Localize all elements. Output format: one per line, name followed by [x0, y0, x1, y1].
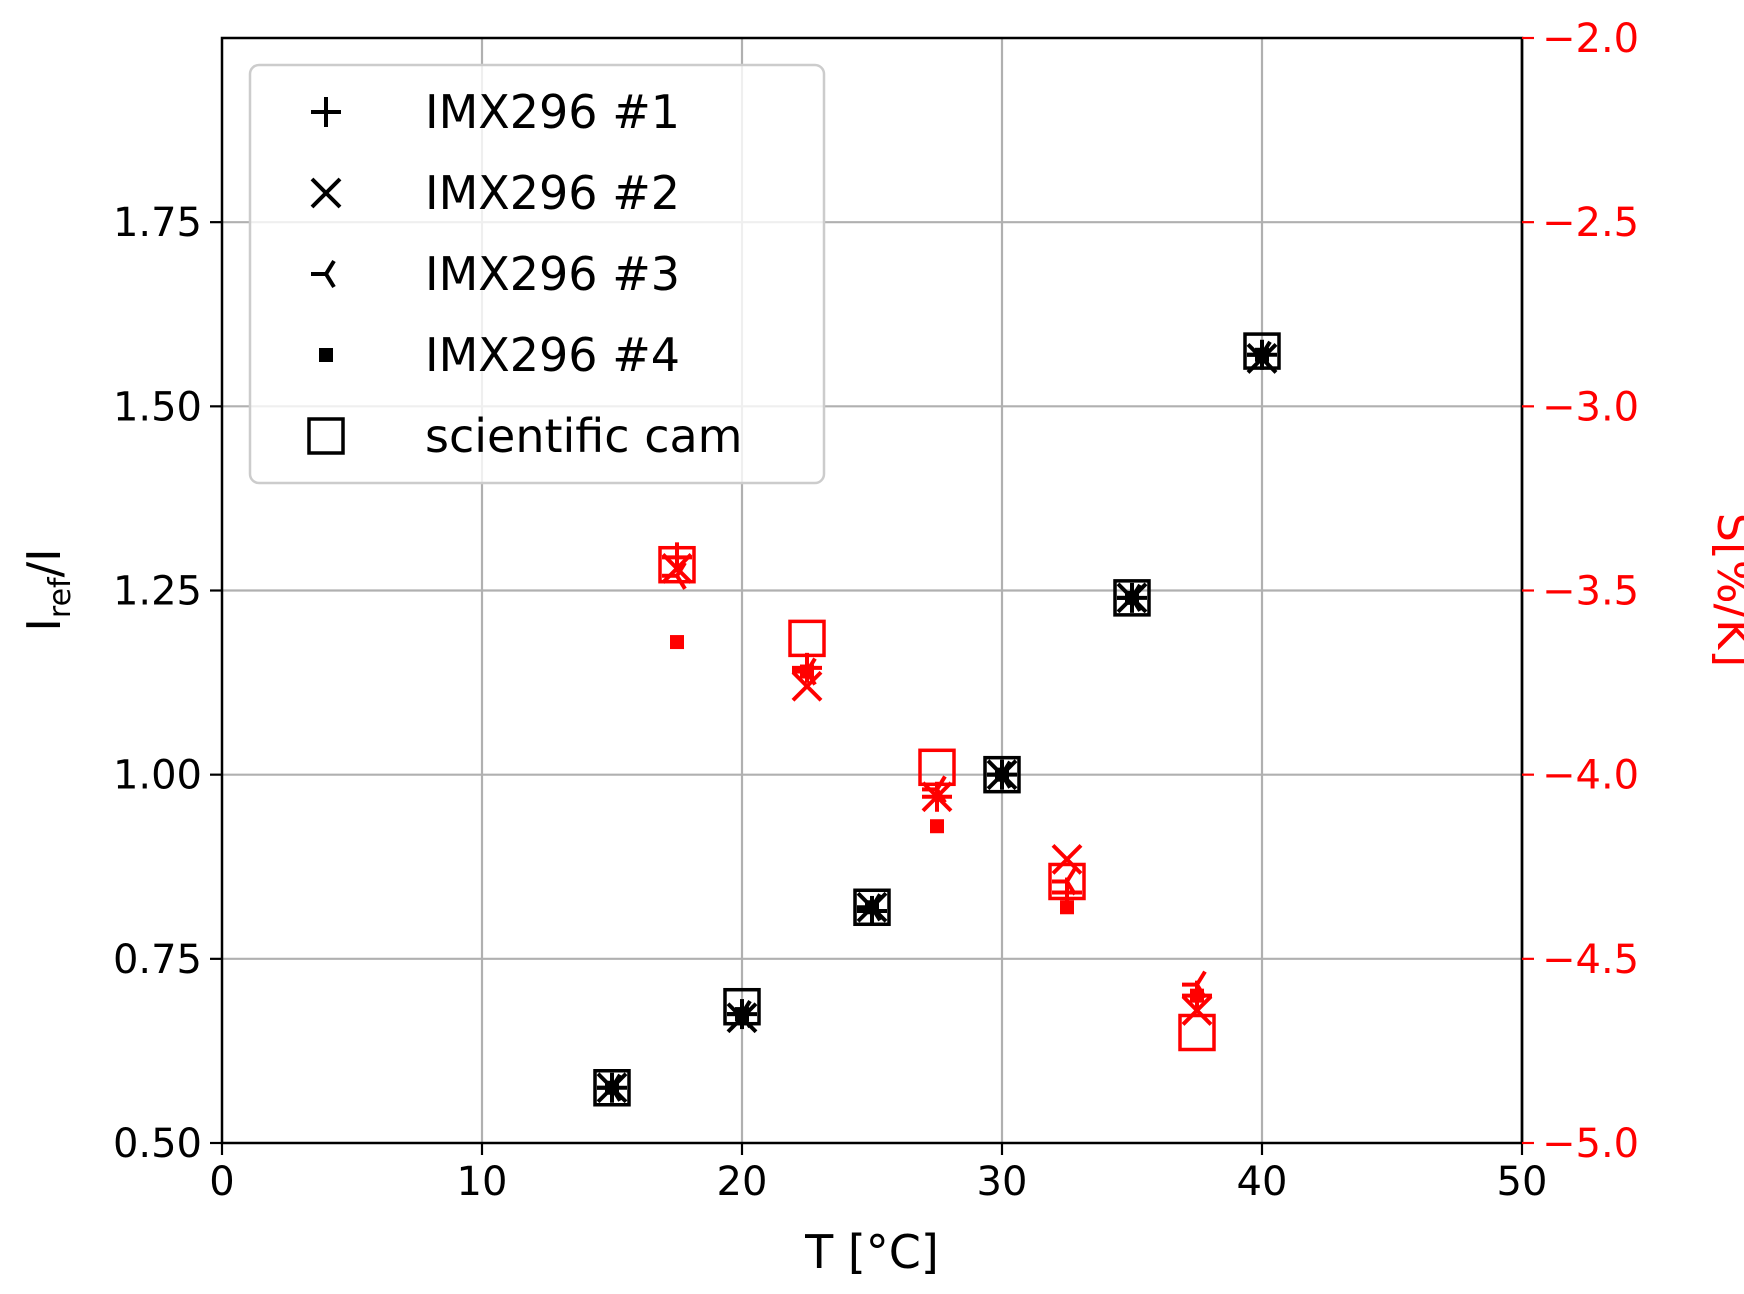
sensitivity-point-scientific-cam: [1178, 1013, 1216, 1052]
legend-label-scientific-cam: scientific cam: [425, 409, 743, 463]
x-tick-label: 50: [1497, 1159, 1548, 1205]
legend-marker-imx296-2: [310, 177, 342, 209]
sensitivity-point-imx296-4: [1060, 900, 1074, 915]
ratio-point-scientific-cam: [1113, 579, 1151, 617]
y-tick-label: 1.25: [113, 569, 202, 615]
legend-label-imx296-2: IMX296 #2: [425, 166, 680, 220]
y2-tick-label: −5.0: [1542, 1121, 1639, 1167]
legend-marker-imx296-1: [311, 97, 341, 127]
legend-marker-imx296-3: [311, 259, 336, 289]
y-axis-title-main: I: [17, 618, 71, 632]
ratio-point-scientific-cam: [983, 755, 1021, 794]
x-axis-title: T [°C]: [804, 1225, 939, 1279]
legend-label-imx296-1: IMX296 #1: [425, 85, 680, 139]
y2-tick-label: −2.0: [1542, 16, 1639, 62]
ratio-point-scientific-cam: [723, 987, 761, 1026]
ratio-point-imx296-4: [735, 1007, 749, 1022]
ratio-point-imx296-4: [865, 900, 879, 915]
ratio-point-scientific-cam: [593, 1069, 631, 1107]
sensitivity-point-imx296-2: [1051, 843, 1083, 875]
x-tick-label: 10: [457, 1159, 508, 1205]
y-tick-label: 1.75: [113, 200, 202, 246]
x-tick-label: 40: [1237, 1159, 1288, 1205]
legend-label-imx296-3: IMX296 #3: [425, 247, 680, 301]
y-tick-label: 0.50: [113, 1121, 202, 1167]
sensitivity-point-imx296-2: [791, 670, 823, 702]
x-tick-label: 0: [209, 1159, 234, 1205]
y-axis-title-tail: /I: [17, 548, 71, 577]
sensitivity-point-scientific-cam: [788, 619, 826, 658]
legend-marker-imx296-4: [319, 348, 333, 362]
y2-axis-title: S[%/K]: [1707, 513, 1744, 667]
y2-tick-label: −3.5: [1542, 569, 1639, 615]
y-axis-title-subscript: ref: [43, 576, 78, 618]
ticks: 0 10 20 30 40 50 0.50 0.75 1.00 1.25 1.50 1.75 −5.0 −…: [113, 16, 1639, 1205]
y-tick-label: 1.00: [113, 753, 202, 799]
x-tick-label: 20: [717, 1159, 768, 1205]
sensitivity-point-scientific-cam: [1048, 862, 1086, 901]
y-axis-title: Iref/I: [17, 548, 78, 631]
sensitivity-point-imx296-4: [930, 819, 944, 834]
sensitivity-point-imx296-3: [1052, 867, 1077, 896]
ratio-point-scientific-cam: [853, 888, 891, 927]
y2-tick-label: −4.0: [1542, 753, 1639, 799]
sensitivity-point-imx296-4: [1190, 988, 1204, 1003]
y2-tick-label: −4.5: [1542, 937, 1639, 983]
legend-marker-scientific-cam: [307, 417, 345, 455]
ratio-point-imx296-4: [995, 767, 1009, 782]
legend: IMX296 #1 IMX296 #2 IMX296 #3 IMX296 #4 scie…: [248, 63, 826, 485]
sensitivity-point-scientific-cam: [918, 748, 956, 787]
ratio-point-imx296-4: [1255, 347, 1269, 362]
y2-tick-label: −3.0: [1542, 384, 1639, 430]
data-points: [593, 332, 1281, 1107]
x-tick-label: 30: [977, 1159, 1028, 1205]
legend-label-imx296-4: IMX296 #4: [425, 328, 680, 382]
y2-tick-label: −2.5: [1542, 200, 1639, 246]
y-tick-label: 1.50: [113, 384, 202, 430]
y-tick-label: 0.75: [113, 937, 202, 983]
ratio-point-imx296-4: [1125, 590, 1139, 605]
sensitivity-point-imx296-4: [670, 635, 684, 650]
sensitivity-point-imx296-4: [800, 664, 814, 679]
ratio-point-scientific-cam: [1243, 332, 1281, 370]
sensitivity-point-imx296-2: [1181, 994, 1213, 1026]
ratio-point-imx296-4: [605, 1080, 619, 1095]
legend-box: [248, 63, 826, 485]
sensitivity-point-scientific-cam: [658, 545, 696, 584]
